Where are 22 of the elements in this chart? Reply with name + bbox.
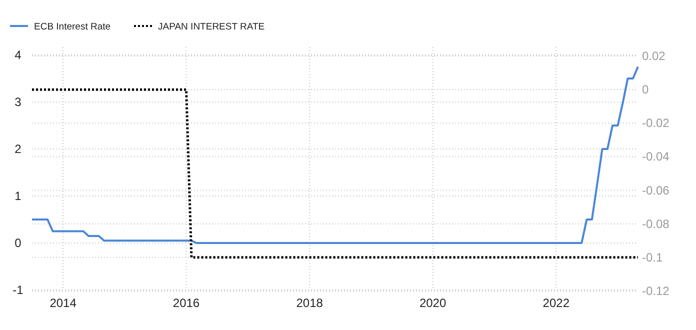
y2-tick-label: -0.06 (642, 183, 670, 198)
x-tick-label: 2014 (50, 296, 77, 310)
y-tick-label: 3 (14, 95, 22, 109)
y-tick-label: 4 (14, 48, 22, 62)
x-tick-label: 2016 (172, 296, 200, 310)
y2-tick-label: 0 (642, 82, 649, 97)
y2-tick-label: -0.1 (642, 250, 664, 264)
y2-tick-label: -0.08 (642, 216, 670, 231)
y-tick-label: -1 (12, 283, 24, 297)
line-series (31, 66, 639, 244)
y-tick-label: 0 (14, 236, 22, 250)
y-tick-label: 2 (14, 142, 22, 156)
legend-label: JAPAN INTEREST RATE (158, 22, 265, 32)
x-tick-label: 2018 (296, 296, 324, 310)
y2-tick-label: -0.12 (642, 284, 670, 298)
y-tick-label: 1 (14, 189, 22, 203)
y2-tick-label: 0.02 (642, 49, 666, 63)
y2-tick-label: -0.04 (642, 150, 670, 164)
legend-label: ECB Interest Rate (34, 22, 111, 32)
y2-tick-label: -0.02 (642, 116, 670, 130)
x-tick-label: 2020 (419, 296, 446, 310)
x-tick-label: 2022 (542, 296, 570, 310)
